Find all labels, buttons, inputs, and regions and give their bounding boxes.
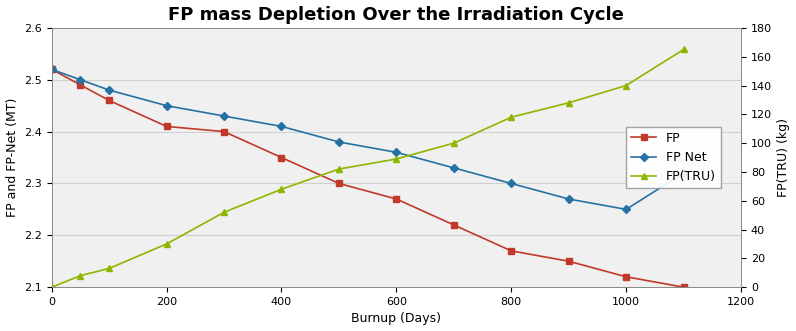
FP Net — [162, 104, 171, 108]
FP — [334, 181, 344, 185]
Legend: FP, FP Net, FP(TRU): FP, FP Net, FP(TRU) — [626, 127, 721, 188]
FP — [47, 68, 57, 71]
FP(TRU) — [104, 266, 114, 270]
FP — [622, 275, 631, 279]
FP(TRU) — [76, 274, 85, 278]
FP Net — [219, 114, 228, 118]
FP — [449, 223, 458, 227]
FP(TRU) — [277, 187, 287, 191]
FP — [219, 130, 228, 134]
FP(TRU) — [564, 101, 573, 105]
FP(TRU) — [622, 83, 631, 87]
FP Net — [622, 208, 631, 212]
FP Net — [679, 171, 689, 175]
FP Net — [506, 181, 516, 185]
FP — [104, 99, 114, 103]
FP Net — [104, 88, 114, 92]
FP(TRU) — [679, 48, 689, 52]
FP(TRU) — [506, 115, 516, 119]
FP(TRU) — [334, 167, 344, 171]
FP Net — [334, 140, 344, 144]
FP Net — [564, 197, 573, 201]
FP(TRU) — [219, 210, 228, 214]
FP — [506, 249, 516, 253]
FP(TRU) — [47, 285, 57, 289]
FP Net — [392, 150, 401, 154]
FP Net — [76, 78, 85, 82]
Title: FP mass Depletion Over the Irradiation Cycle: FP mass Depletion Over the Irradiation C… — [169, 6, 624, 24]
FP(TRU) — [449, 141, 458, 145]
X-axis label: Burnup (Days): Burnup (Days) — [351, 312, 441, 325]
FP — [679, 285, 689, 289]
Y-axis label: FP(TRU) (kg): FP(TRU) (kg) — [778, 118, 790, 197]
FP — [392, 197, 401, 201]
FP Net — [449, 166, 458, 170]
FP — [564, 259, 573, 263]
FP(TRU) — [392, 157, 401, 161]
FP(TRU) — [162, 242, 171, 246]
FP Net — [47, 68, 57, 71]
FP — [277, 156, 287, 160]
Line: FP: FP — [49, 67, 686, 290]
FP Net — [277, 124, 287, 128]
Line: FP(TRU): FP(TRU) — [49, 47, 686, 290]
FP — [76, 83, 85, 87]
Line: FP Net: FP Net — [49, 67, 686, 212]
FP — [162, 124, 171, 128]
Y-axis label: FP and FP-Net (MT): FP and FP-Net (MT) — [6, 98, 18, 217]
